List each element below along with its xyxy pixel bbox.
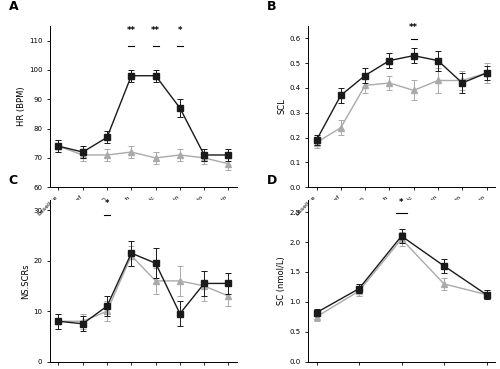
Text: *: *: [400, 199, 404, 207]
Y-axis label: HR (BPM): HR (BPM): [17, 87, 26, 126]
Text: B: B: [267, 0, 276, 13]
Text: **: **: [151, 25, 160, 35]
Y-axis label: SC (nmol/L): SC (nmol/L): [278, 256, 286, 305]
Y-axis label: SCL: SCL: [278, 99, 286, 114]
Text: C: C: [9, 174, 18, 187]
Text: **: **: [127, 25, 136, 35]
Text: *: *: [178, 25, 182, 35]
Y-axis label: NS.SCRs: NS.SCRs: [22, 263, 30, 299]
Text: **: **: [409, 23, 418, 32]
Text: D: D: [267, 174, 277, 187]
Text: *: *: [105, 199, 110, 208]
Text: A: A: [9, 0, 18, 13]
